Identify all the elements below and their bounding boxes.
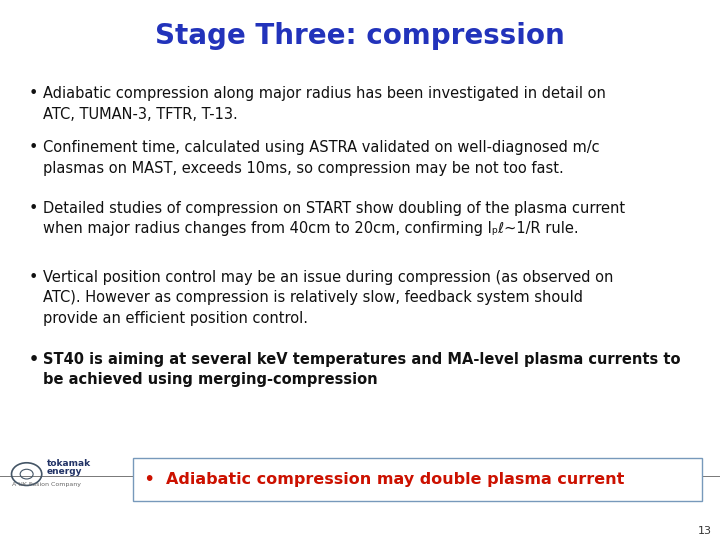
FancyBboxPatch shape [133, 458, 702, 501]
Text: •: • [29, 352, 39, 367]
Text: energy: energy [47, 467, 82, 476]
Text: Vertical position control may be an issue during compression (as observed on
ATC: Vertical position control may be an issu… [43, 270, 613, 326]
Text: •: • [29, 201, 38, 216]
Text: A UK Fusion Company: A UK Fusion Company [12, 482, 81, 487]
Text: •  Adiabatic compression may double plasma current: • Adiabatic compression may double plasm… [139, 472, 624, 487]
Text: ST40 is aiming at several keV temperatures and MA-level plasma currents to
be ac: ST40 is aiming at several keV temperatur… [43, 352, 680, 388]
Text: •: • [29, 270, 38, 285]
Text: Stage Three: compression: Stage Three: compression [155, 22, 565, 50]
Text: •: • [29, 86, 38, 102]
Text: •: • [29, 140, 38, 156]
Text: Adiabatic compression along major radius has been investigated in detail on
ATC,: Adiabatic compression along major radius… [43, 86, 606, 122]
Text: Confinement time, calculated using ASTRA validated on well-diagnosed m/c
plasmas: Confinement time, calculated using ASTRA… [43, 140, 600, 176]
Text: Detailed studies of compression on START show doubling of the plasma current
whe: Detailed studies of compression on START… [43, 201, 626, 237]
Text: 13: 13 [698, 525, 711, 536]
Text: tokamak: tokamak [47, 458, 91, 468]
